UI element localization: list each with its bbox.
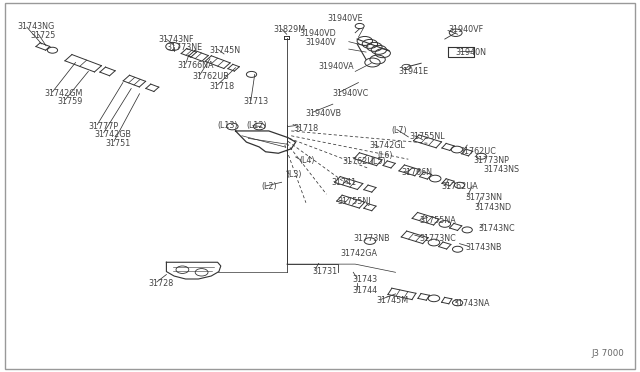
Text: 31755NL: 31755NL <box>410 132 445 141</box>
Text: 31713: 31713 <box>243 97 268 106</box>
Text: 31940VE: 31940VE <box>328 14 364 23</box>
Text: 31743NA: 31743NA <box>453 299 490 308</box>
Text: 31762UB: 31762UB <box>192 72 228 81</box>
Text: 31940VF: 31940VF <box>448 25 483 34</box>
Text: 31777P: 31777P <box>88 122 118 131</box>
Text: 31718: 31718 <box>293 124 318 133</box>
Text: 31742GL: 31742GL <box>370 141 406 150</box>
Text: (L12): (L12) <box>246 121 267 130</box>
Text: 31773NC: 31773NC <box>419 234 456 243</box>
Text: 31743NS: 31743NS <box>483 165 519 174</box>
Text: 31751: 31751 <box>106 139 131 148</box>
Text: 31773NE: 31773NE <box>166 43 202 52</box>
Text: 31743: 31743 <box>352 275 377 284</box>
Text: J3 7000: J3 7000 <box>591 349 624 358</box>
Text: 31743NF: 31743NF <box>159 35 194 44</box>
Text: 31743NC: 31743NC <box>479 224 515 233</box>
Text: 31759: 31759 <box>58 97 83 106</box>
Text: (L7): (L7) <box>392 126 407 135</box>
Text: 31762U: 31762U <box>342 157 374 166</box>
Text: 31940VB: 31940VB <box>306 109 342 118</box>
Text: 31940VA: 31940VA <box>319 62 355 71</box>
Text: 31743NB: 31743NB <box>466 243 502 252</box>
Text: (L3): (L3) <box>287 170 302 179</box>
Text: 31742GA: 31742GA <box>340 249 378 258</box>
Text: 31725: 31725 <box>31 31 56 40</box>
Text: 31773NB: 31773NB <box>353 234 390 243</box>
Text: (L5): (L5) <box>370 157 385 166</box>
Text: 31731: 31731 <box>312 267 337 276</box>
Text: 31766N: 31766N <box>402 169 433 177</box>
Text: 31744: 31744 <box>352 286 377 295</box>
Text: 31745M: 31745M <box>376 296 408 305</box>
Text: 31941E: 31941E <box>398 67 428 76</box>
Text: 31745N: 31745N <box>210 46 241 55</box>
Text: 31718: 31718 <box>210 82 235 91</box>
Text: 31743NG: 31743NG <box>18 22 55 31</box>
Text: 31829M: 31829M <box>274 25 306 33</box>
Text: 31766NA: 31766NA <box>178 61 214 70</box>
Text: (L6): (L6) <box>378 151 393 160</box>
Text: 31940VC: 31940VC <box>333 89 369 98</box>
Text: 31773NN: 31773NN <box>466 193 503 202</box>
Text: 31762UC: 31762UC <box>460 147 497 156</box>
Text: 31755NA: 31755NA <box>419 216 456 225</box>
Text: (L2): (L2) <box>261 182 276 191</box>
Text: 31755NJ: 31755NJ <box>338 197 371 206</box>
Text: 31762UA: 31762UA <box>442 182 478 191</box>
Text: 31743ND: 31743ND <box>475 203 512 212</box>
Text: 31940VD: 31940VD <box>300 29 336 38</box>
Text: 31940N: 31940N <box>456 48 486 57</box>
Text: (L13): (L13) <box>218 121 238 130</box>
Text: 31741: 31741 <box>332 178 356 187</box>
Text: 31742GB: 31742GB <box>95 130 132 139</box>
Text: 31728: 31728 <box>148 279 173 288</box>
Text: 31742GM: 31742GM <box>45 89 83 97</box>
Text: (L4): (L4) <box>300 156 315 165</box>
Text: 31940V: 31940V <box>306 38 337 46</box>
Text: 31773NP: 31773NP <box>474 156 509 165</box>
